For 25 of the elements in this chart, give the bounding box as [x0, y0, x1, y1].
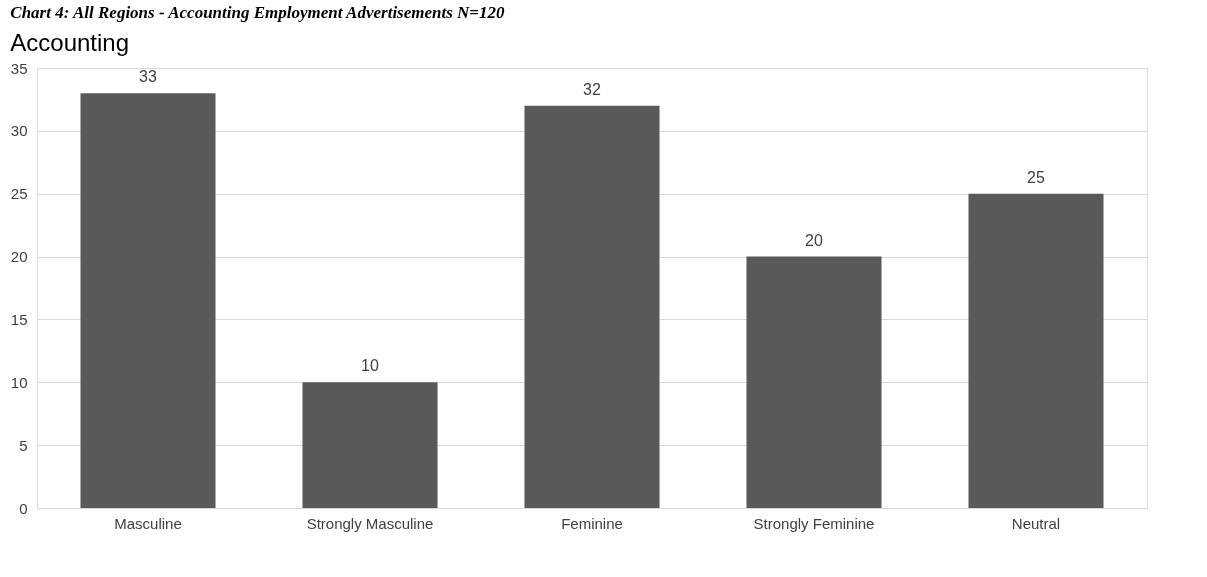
data-label: 32 — [583, 80, 601, 98]
y-tick-label: 10 — [10, 373, 28, 391]
data-label: 25 — [1027, 168, 1045, 186]
x-tick-label: Strongly Masculine — [306, 514, 434, 532]
caption: Chart 4: All Regions - Accounting Employment Advertisements N=120 — [10, 3, 506, 22]
y-tick-label: 0 — [19, 499, 28, 517]
data-label: 10 — [361, 357, 379, 375]
x-tick-label: Neutral — [1011, 514, 1061, 532]
y-tick-label: 30 — [10, 122, 28, 140]
chart-title: Accounting — [10, 29, 130, 56]
y-tick-label: 15 — [10, 310, 28, 328]
bar — [524, 105, 660, 508]
y-tick-label: 25 — [10, 185, 28, 203]
x-tick-label: Strongly Feminine — [753, 514, 875, 532]
bar — [968, 193, 1104, 508]
x-tick-label: Feminine — [561, 514, 623, 532]
data-label: 33 — [139, 68, 157, 86]
y-tick-label: 20 — [10, 248, 28, 266]
y-tick-label: 5 — [19, 436, 28, 454]
bar — [302, 382, 438, 508]
data-label: 20 — [805, 231, 823, 249]
x-tick-label: Masculine — [114, 514, 182, 532]
bar — [746, 256, 882, 508]
bar — [80, 93, 216, 508]
y-tick-label: 35 — [10, 59, 28, 77]
